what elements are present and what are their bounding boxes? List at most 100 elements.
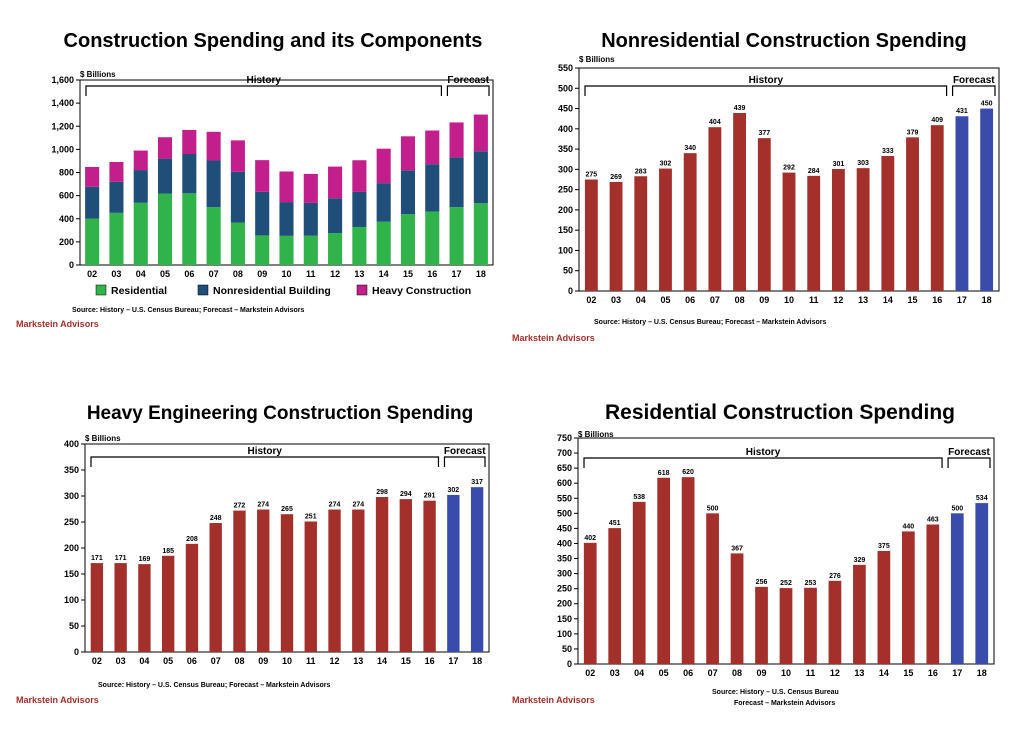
bar-value-label: 276 xyxy=(829,573,841,580)
forecast-label: Forecast xyxy=(953,75,995,86)
bar-value-label: 272 xyxy=(234,503,246,510)
bar xyxy=(185,543,199,652)
y-tick-label: 50 xyxy=(563,266,573,276)
y-tick-label: 450 xyxy=(557,523,572,533)
y-tick-label: 200 xyxy=(64,543,79,553)
bar xyxy=(659,168,672,291)
x-tick-label: 18 xyxy=(977,668,987,678)
y-tick-label: 550 xyxy=(558,63,573,73)
y-tick-label: 300 xyxy=(558,164,573,174)
x-tick-label: 12 xyxy=(330,269,340,279)
bar-value-label: 274 xyxy=(257,502,269,509)
y-tick-label: 1,600 xyxy=(51,75,74,85)
unit-label: $ Billions xyxy=(578,430,614,439)
x-tick-label: 03 xyxy=(610,668,620,678)
bar-segment xyxy=(352,226,367,265)
bar xyxy=(304,521,317,652)
bar-value-label: 431 xyxy=(956,108,968,115)
y-tick-label: 500 xyxy=(557,508,572,518)
panel-heavy: Heavy Engineering Construction Spending … xyxy=(0,365,512,730)
x-tick-label: 18 xyxy=(982,295,992,305)
bar-segment xyxy=(328,166,343,199)
bar xyxy=(950,513,964,664)
y-tick-label: 0 xyxy=(69,260,74,270)
brand-label: Markstein Advisors xyxy=(16,695,99,705)
y-tick-label: 350 xyxy=(557,554,572,564)
bar xyxy=(804,587,817,664)
y-tick-label: 1,000 xyxy=(51,144,74,154)
bar-value-label: 284 xyxy=(808,168,820,175)
bar-segment xyxy=(449,157,464,208)
history-label: History xyxy=(749,75,784,86)
chart-title: Heavy Engineering Construction Spending xyxy=(87,403,473,424)
unit-label: $ Billions xyxy=(80,70,116,79)
x-tick-label: 09 xyxy=(759,295,769,305)
bar-segment xyxy=(157,137,173,159)
x-tick-label: 15 xyxy=(401,656,411,666)
bar xyxy=(782,172,796,291)
bar xyxy=(257,509,270,652)
bar-segment xyxy=(328,198,343,234)
y-tick-label: 250 xyxy=(557,584,572,594)
history-label: History xyxy=(248,446,283,457)
bar xyxy=(901,531,915,664)
panel-residential: Residential Construction Spending $ Bill… xyxy=(512,365,1024,730)
bar xyxy=(955,116,969,292)
source-note: Source: History – U.S. Census Bureau; Fo… xyxy=(72,307,304,314)
bar-value-label: 402 xyxy=(584,535,596,542)
bar xyxy=(399,499,413,652)
bar-segment xyxy=(376,221,391,265)
bar-value-label: 251 xyxy=(305,513,317,520)
bar xyxy=(583,542,597,664)
bar-segment xyxy=(109,181,124,213)
bar-value-label: 291 xyxy=(424,493,436,500)
bar xyxy=(447,494,460,652)
bar-segment xyxy=(182,129,197,154)
bar-segment xyxy=(206,131,221,161)
bar-segment xyxy=(85,218,100,265)
x-tick-label: 18 xyxy=(476,269,486,279)
bar-segment xyxy=(133,150,148,171)
x-tick-label: 06 xyxy=(187,656,197,666)
bar-value-label: 253 xyxy=(805,580,817,587)
bar-segment xyxy=(182,193,197,265)
bar-value-label: 208 xyxy=(186,536,198,543)
bar-segment xyxy=(400,170,416,215)
bar xyxy=(114,563,127,652)
x-tick-label: 04 xyxy=(634,668,644,678)
x-tick-label: 03 xyxy=(116,656,126,666)
source-note: Source: History – U.S. Census Bureau; Fo… xyxy=(98,682,330,689)
bar xyxy=(828,580,842,664)
bar-value-label: 379 xyxy=(907,129,919,136)
y-tick-label: 400 xyxy=(558,124,573,134)
bar xyxy=(757,138,771,291)
y-tick-label: 0 xyxy=(568,286,573,296)
bar-segment xyxy=(376,183,391,222)
y-tick-label: 50 xyxy=(562,644,572,654)
bar-value-label: 303 xyxy=(857,160,869,167)
y-tick-label: 100 xyxy=(557,629,572,639)
x-tick-label: 16 xyxy=(425,656,435,666)
forecast-bracket xyxy=(446,85,490,96)
legend-nonresidential: Nonresidential Building xyxy=(213,285,331,297)
legend-swatch-residential xyxy=(95,284,107,296)
bar xyxy=(856,168,870,291)
forecast-bracket xyxy=(951,85,996,96)
y-tick-label: 350 xyxy=(64,465,79,475)
y-tick-label: 150 xyxy=(558,225,573,235)
bar-value-label: 283 xyxy=(635,168,647,175)
bar-segment xyxy=(328,233,343,265)
bar-segment xyxy=(279,202,294,236)
x-tick-label: 12 xyxy=(330,656,340,666)
bar-value-label: 329 xyxy=(854,557,866,564)
bar xyxy=(423,500,436,652)
bar xyxy=(755,586,768,664)
bar-value-label: 450 xyxy=(981,101,993,108)
bar-value-label: 256 xyxy=(756,579,768,586)
y-tick-label: 0 xyxy=(74,647,79,657)
x-tick-label: 17 xyxy=(448,656,458,666)
x-tick-label: 08 xyxy=(735,295,745,305)
bar xyxy=(375,497,389,652)
bar xyxy=(733,113,747,291)
x-tick-label: 05 xyxy=(160,269,170,279)
